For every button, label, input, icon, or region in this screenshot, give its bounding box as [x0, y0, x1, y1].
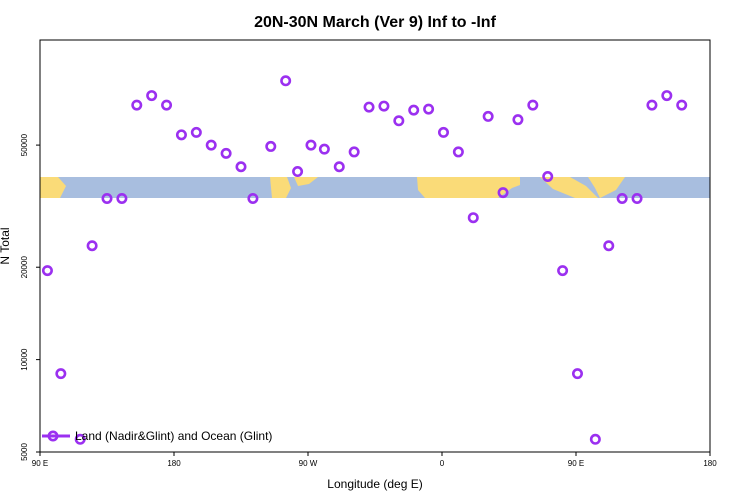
legend-label: Land (Nadir&Glint) and Ocean (Glint): [75, 429, 272, 443]
data-point: [205, 139, 217, 151]
data-point: [467, 212, 479, 224]
data-point: [603, 240, 615, 252]
data-point: [571, 368, 583, 380]
x-tick-label: 180: [167, 459, 181, 468]
land-mass: [417, 177, 520, 198]
data-point: [265, 140, 277, 152]
data-point: [247, 192, 259, 204]
data-point: [423, 103, 435, 115]
data-point: [452, 146, 464, 158]
legend-marker: [47, 430, 59, 442]
data-point: [220, 147, 232, 159]
data-point: [333, 161, 345, 173]
legend: Land (Nadir&Glint) and Ocean (Glint): [42, 429, 272, 443]
x-tick-label: 180: [703, 459, 717, 468]
data-point: [363, 101, 375, 113]
data-point: [393, 115, 405, 127]
land-mass: [540, 177, 598, 198]
data-point: [235, 161, 247, 173]
data-point: [131, 99, 143, 111]
data-point: [512, 114, 524, 126]
y-tick-label: 50000: [20, 133, 29, 156]
data-point: [86, 240, 98, 252]
data-point: [527, 99, 539, 111]
data-point: [116, 192, 128, 204]
data-point: [676, 99, 688, 111]
data-point: [41, 265, 53, 277]
data-point: [497, 187, 509, 199]
data-point: [175, 129, 187, 141]
data-point: [437, 126, 449, 138]
data-point: [292, 166, 304, 178]
y-axis: 5000 10000 20000 50000: [20, 133, 40, 461]
data-point: [305, 139, 317, 151]
data-point: [280, 75, 292, 87]
data-point: [616, 192, 628, 204]
y-tick-label: 20000: [20, 256, 29, 279]
x-tick-label: 90 E: [568, 459, 584, 468]
x-axis: 90 E 180 90 W 0 90 E 180: [32, 452, 717, 468]
land-mass: [294, 177, 318, 186]
map-land: [40, 177, 625, 198]
data-point: [318, 143, 330, 155]
land-mass: [588, 177, 625, 198]
data-point: [378, 100, 390, 112]
y-tick-label: 10000: [20, 348, 29, 371]
x-axis-label: Longitude (deg E): [327, 477, 422, 491]
data-point: [631, 192, 643, 204]
data-point: [74, 433, 86, 445]
data-point: [589, 433, 601, 445]
land-mass: [40, 177, 66, 198]
y-tick-label: 5000: [20, 443, 29, 461]
data-point: [146, 90, 158, 102]
data-point: [161, 99, 173, 111]
data-point: [348, 146, 360, 158]
map-ocean-band: [40, 177, 710, 198]
x-tick-label: 0: [440, 459, 445, 468]
data-series: [41, 75, 688, 445]
map-strip: [40, 177, 710, 198]
land-mass: [270, 177, 291, 198]
data-point: [55, 368, 67, 380]
chart-title: 20N-30N March (Ver 9) Inf to -Inf: [254, 14, 496, 31]
y-axis-label: N Total: [0, 227, 12, 264]
plot-frame: [39, 39, 711, 453]
data-point: [542, 171, 554, 183]
data-point: [557, 265, 569, 277]
x-tick-label: 90 E: [32, 459, 48, 468]
x-tick-label: 90 W: [299, 459, 318, 468]
data-point: [101, 192, 113, 204]
data-point: [190, 126, 202, 138]
data-point: [482, 110, 494, 122]
data-point: [661, 90, 673, 102]
data-point: [408, 104, 420, 116]
data-point: [646, 99, 658, 111]
